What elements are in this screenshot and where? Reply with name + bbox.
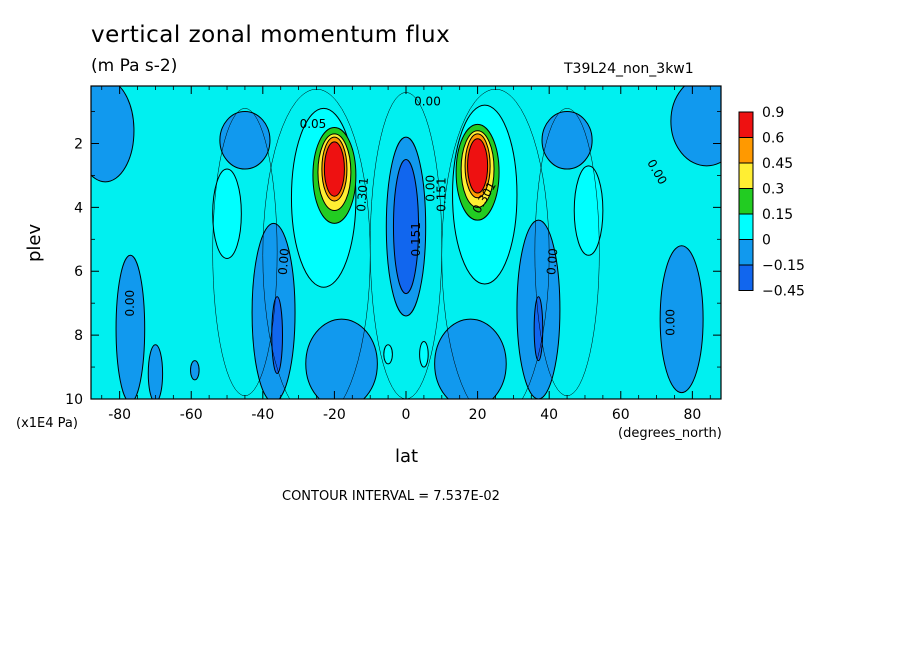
- contour-label-5: 0.00: [424, 175, 438, 202]
- contour-interval: CONTOUR INTERVAL = 7.537E-02: [282, 489, 500, 504]
- legend-label-6: −0.15: [762, 258, 805, 274]
- legend-label-0: 0.9: [762, 105, 784, 121]
- legend-swatch-2: [738, 162, 754, 189]
- run-id: T39L24_non_3kw1: [564, 61, 694, 77]
- contour-label-11: 0.00: [663, 309, 677, 336]
- contour-label-9: 0.00: [544, 248, 560, 276]
- legend-label-5: 0: [762, 233, 771, 249]
- contour-south-small-negative: [147, 344, 164, 399]
- contour-label-2: 0.05: [300, 117, 327, 131]
- y-tick-label: 10: [65, 392, 83, 408]
- contour-north-upper-negative: [541, 111, 593, 170]
- contour-north-bottom-negative: [434, 318, 507, 399]
- contour-label-10: 0.00: [123, 290, 137, 317]
- y-scale-note: (x1E4 Pa): [16, 416, 78, 431]
- contour-label-4: 0.151: [409, 222, 423, 256]
- x-axis-units: (degrees_north): [618, 426, 722, 441]
- legend-swatch-6: [738, 264, 754, 291]
- axes: -80 -60 -40 -20 0 20 40 60 80 2 4 6 8 10: [65, 86, 721, 423]
- x-tick-label: 0: [402, 407, 411, 423]
- x-axis-label: lat: [395, 446, 419, 467]
- contour-equatorial-strong-negative: [392, 158, 420, 295]
- y-tick-label: 4: [74, 200, 83, 216]
- contour-north-strong-negative: [533, 296, 544, 362]
- contour-label-3: 0.301: [354, 177, 371, 212]
- y-tick-label: 6: [74, 264, 83, 280]
- contour-south-tiny-negative: [190, 360, 200, 381]
- x-tick-label: -60: [180, 407, 203, 423]
- legend-label-2: 0.45: [762, 156, 793, 172]
- contour-label-6: 0.151: [434, 177, 448, 211]
- legend-swatch-1: [738, 137, 754, 164]
- x-tick-label: 80: [683, 407, 701, 423]
- y-tick-label: 2: [74, 136, 83, 152]
- legend-label-3: 0.3: [762, 182, 784, 198]
- chart-units: (m Pa s-2): [91, 56, 178, 76]
- contour-south-near-eq-positive: [383, 344, 393, 365]
- contour-north-high-negative: [659, 245, 704, 394]
- legend-label-1: 0.6: [762, 131, 784, 147]
- contour-south-jet-09: [323, 141, 345, 197]
- contour-south-bottom-negative: [305, 318, 378, 399]
- legend-swatch-3: [738, 188, 754, 215]
- legend-swatch-0: [738, 111, 754, 138]
- legend-swatch-5: [738, 239, 754, 266]
- contour-north-near-eq-positive: [419, 341, 429, 368]
- y-tick-label: 8: [74, 328, 83, 344]
- contour-north-midlat-positive: [573, 165, 604, 256]
- contour-south-upper-negative: [219, 111, 271, 170]
- x-tick-label: 60: [612, 407, 630, 423]
- contour-south-strong-negative: [271, 296, 284, 374]
- legend-label-4: 0.15: [762, 207, 793, 223]
- x-tick-label: -80: [108, 407, 131, 423]
- x-tick-label: -40: [251, 407, 274, 423]
- contour-south-high-negative: [115, 254, 146, 399]
- contour-label-0: 0.00: [414, 94, 441, 108]
- legend-label-7: −0.45: [762, 284, 805, 300]
- contour-label-8: 0.00: [276, 248, 292, 276]
- contour-north-polar-negative: [670, 86, 721, 167]
- legend-swatch-4: [738, 213, 754, 240]
- chart-title: vertical zonal momentum flux: [91, 22, 451, 48]
- filled-contour-field: [91, 86, 721, 399]
- contour-north-jet-09: [467, 138, 489, 194]
- x-tick-label: -20: [323, 407, 346, 423]
- contour-south-polar-negative: [91, 86, 135, 183]
- color-legend: 0.9 0.6 0.45 0.3 0.15 0 −0.15 −0.45: [738, 105, 805, 300]
- contour-south-midlat-positive: [212, 168, 242, 259]
- x-tick-label: 40: [540, 407, 558, 423]
- x-tick-label: 20: [469, 407, 487, 423]
